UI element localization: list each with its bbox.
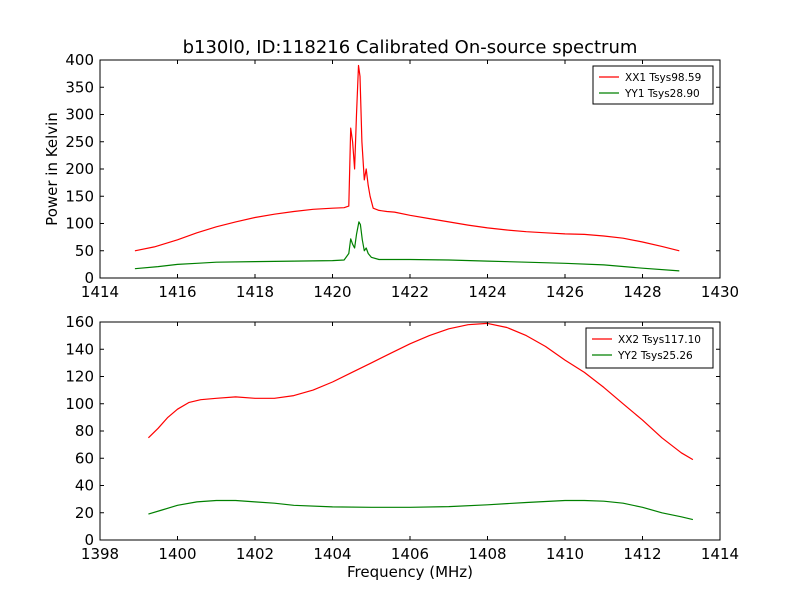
- series-line-xx: [147, 322, 694, 461]
- top-plot: 1414 1416 1418 1420 1422 1424 1426 1428 1430 0 50 1…: [43, 51, 739, 301]
- y-tick-label: 100: [65, 395, 94, 413]
- x-tick-label: 1426: [546, 283, 584, 301]
- x-tick-label: 1402: [236, 545, 274, 563]
- legend: XX2 Tsys117.10 YY2 Tsys25.26: [585, 327, 714, 369]
- x-tick-label: 1420: [313, 283, 351, 301]
- y-tick-label: 60: [75, 449, 94, 467]
- chart-title: b130l0, ID:118216 Calibrated On-source s…: [183, 37, 638, 58]
- y-tick-label: 140: [65, 340, 94, 358]
- x-tick-label: 1414: [81, 283, 119, 301]
- legend-box: [585, 327, 714, 369]
- series-line-yy: [134, 221, 680, 272]
- y-tick-label: 200: [65, 160, 94, 178]
- x-tick-label: 1398: [81, 545, 119, 563]
- x-tick-label: 1430: [701, 283, 739, 301]
- x-tick-label: 1418: [236, 283, 274, 301]
- bottom-plot: 1398 1400 1402 1404 1406 1408 1410 1412 1414 0 20 4…: [65, 313, 739, 581]
- y-tick-label: 0: [84, 269, 94, 287]
- y-tick-label: 40: [75, 477, 94, 495]
- x-tick-label: 1404: [313, 545, 351, 563]
- x-tick-label: 1410: [546, 545, 584, 563]
- legend-entry: XX2 Tsys117.10: [618, 334, 701, 346]
- y-tick-label: 0: [84, 531, 94, 549]
- legend-entry: XX1 Tsys98.59: [625, 72, 701, 84]
- legend-entry: YY1 Tsys28.90: [624, 88, 700, 100]
- y-tick-label: 80: [75, 422, 94, 440]
- x-tick-label: 1416: [158, 283, 196, 301]
- legend: XX1 Tsys98.59 YY1 Tsys28.90: [592, 65, 714, 105]
- y-tick-label: 150: [65, 187, 94, 205]
- legend-entry: YY2 Tsys25.26: [617, 350, 693, 362]
- y-axis-label: Power in Kelvin: [43, 112, 61, 226]
- y-tick-label: 250: [65, 133, 94, 151]
- y-tick-label: 350: [65, 78, 94, 96]
- series-line-xx: [134, 64, 680, 252]
- y-tick-label: 100: [65, 215, 94, 233]
- x-axis-label: Frequency (MHz): [347, 563, 473, 581]
- x-tick-label: 1406: [391, 545, 429, 563]
- x-tick-label: 1428: [623, 283, 661, 301]
- y-tick-label: 50: [75, 242, 94, 260]
- x-tick-label: 1422: [391, 283, 429, 301]
- x-tick-label: 1408: [468, 545, 506, 563]
- y-tick-label: 300: [65, 106, 94, 124]
- x-tick-label: 1412: [623, 545, 661, 563]
- y-tick-label: 160: [65, 313, 94, 331]
- x-tick-label: 1400: [158, 545, 196, 563]
- legend-box: [592, 65, 714, 105]
- series-line-yy: [148, 499, 694, 521]
- y-tick-label: 120: [65, 368, 94, 386]
- x-tick-label: 1414: [701, 545, 739, 563]
- x-tick-label: 1424: [468, 283, 506, 301]
- y-tick-label: 20: [75, 504, 94, 522]
- y-tick-label: 400: [65, 51, 94, 69]
